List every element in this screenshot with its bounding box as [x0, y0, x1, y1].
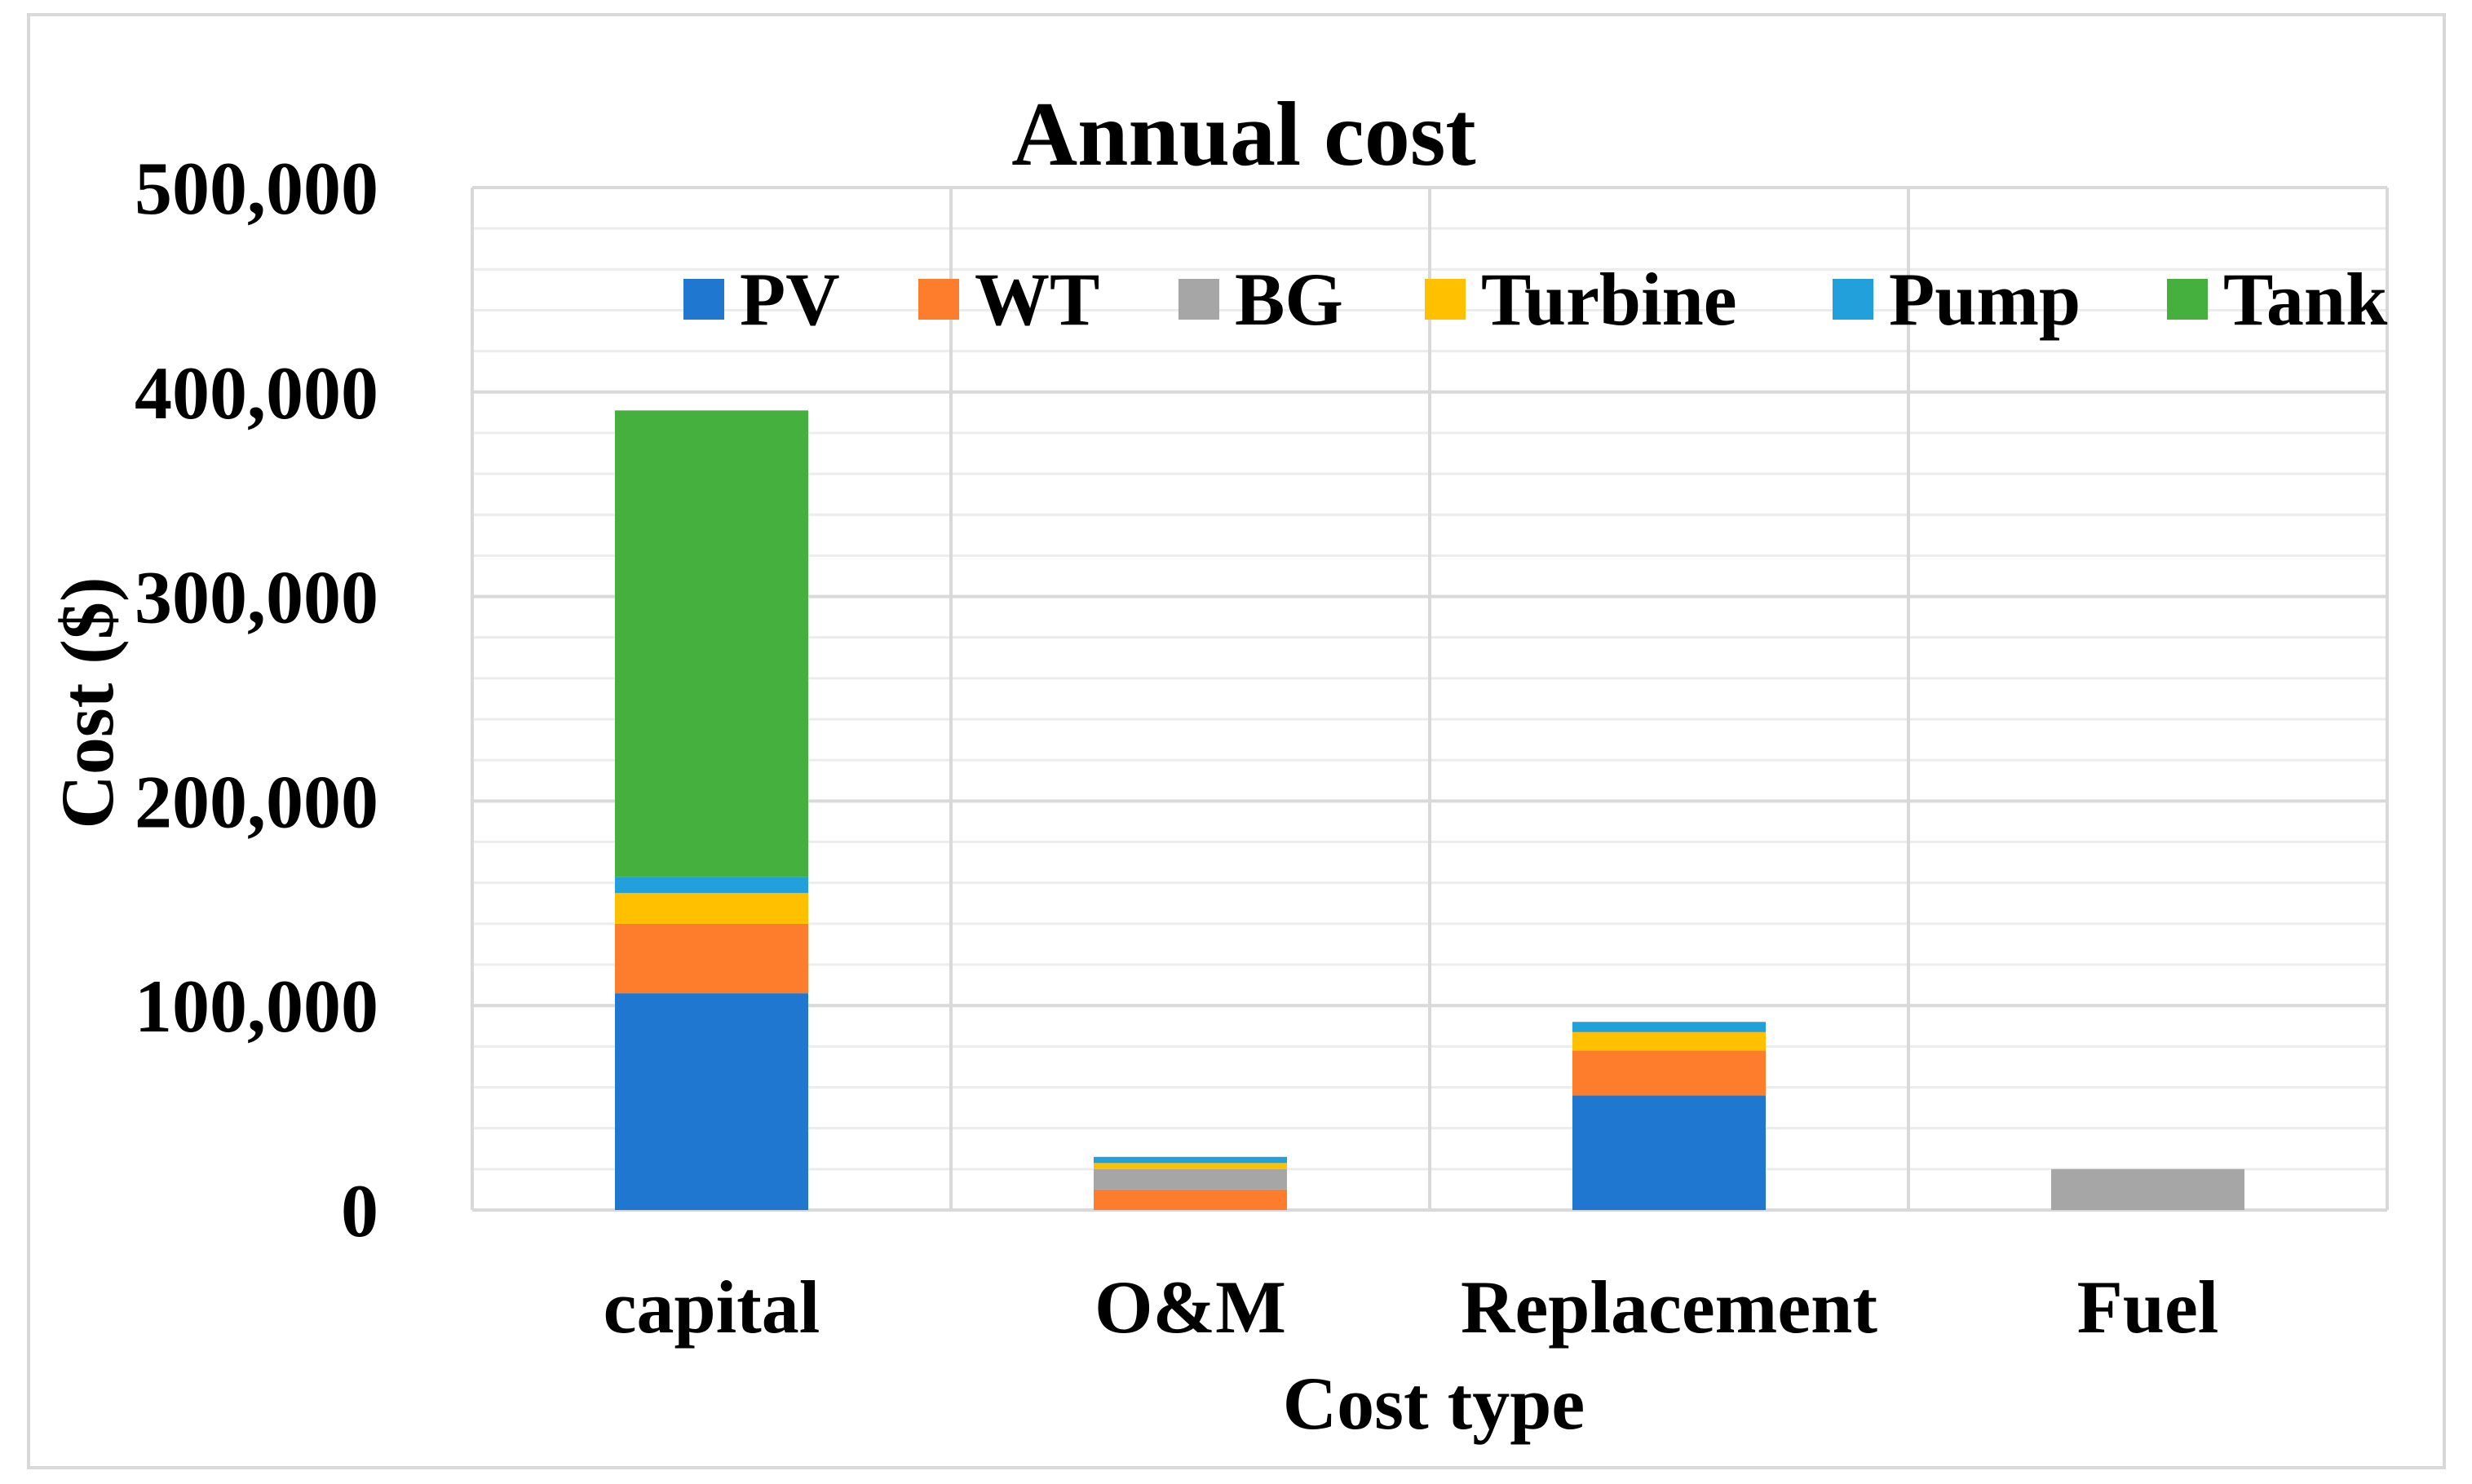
bar-segment-wt	[1572, 1050, 1766, 1096]
x-tick-label: Replacement	[1461, 1265, 1877, 1349]
legend-swatch-pv	[683, 279, 724, 320]
legend-label-wt: WT	[975, 258, 1099, 341]
legend-label-pv: PV	[740, 258, 840, 341]
bar-segment-turbine	[1572, 1031, 1766, 1051]
y-tick-label: 200,000	[135, 760, 378, 843]
y-tick-labels: 0 100,000 200,000 300,000 400,000 500,000	[135, 147, 378, 1252]
x-tick-label: capital	[604, 1265, 820, 1349]
bar-segment-wt	[1094, 1189, 1287, 1210]
bar-segment-turbine	[1094, 1163, 1287, 1169]
legend-swatch-turbine	[1425, 279, 1466, 320]
x-tick-labels: capital O&M Replacement Fuel	[604, 1265, 2219, 1349]
chart-frame	[27, 13, 2446, 1469]
bar-segment-turbine	[615, 893, 808, 924]
legend-label-bg: BG	[1235, 258, 1343, 341]
bars	[615, 410, 2244, 1210]
legend-swatch-bg	[1179, 279, 1219, 320]
x-tick-label: Fuel	[2077, 1265, 2219, 1349]
y-tick-label: 100,000	[135, 965, 378, 1048]
y-tick-label: 400,000	[135, 351, 378, 435]
bar-segment-pv	[615, 993, 808, 1210]
y-tick-label: 500,000	[135, 147, 378, 230]
bar-segment-pump	[1094, 1156, 1287, 1164]
legend-swatch-wt	[918, 279, 959, 320]
legend-swatch-pump	[1833, 279, 1873, 320]
bar-segment-pump	[1572, 1022, 1766, 1032]
bar-segment-tank	[615, 410, 808, 877]
bar-segment-pump	[615, 877, 808, 894]
chart-title: Annual cost	[1011, 84, 1475, 185]
x-tick-label: O&M	[1094, 1265, 1286, 1349]
bar-segment-bg	[2051, 1168, 2244, 1210]
legend-swatch-tank	[2167, 279, 2208, 320]
bar-segment-pv	[1572, 1095, 1766, 1210]
legend-label-turbine: Turbine	[1481, 258, 1737, 341]
x-axis-title: Cost type	[1283, 1362, 1585, 1445]
legend-label-pump: Pump	[1889, 258, 2081, 341]
y-tick-label: 300,000	[135, 556, 378, 639]
bar-segment-wt	[615, 923, 808, 994]
y-tick-label: 0	[341, 1169, 378, 1252]
legend-label-tank: Tank	[2223, 258, 2388, 341]
y-axis-title: Cost ($)	[46, 576, 129, 828]
bar-segment-bg	[1094, 1168, 1287, 1190]
legend: PV WT BG Turbine Pump Tank	[683, 258, 2388, 341]
